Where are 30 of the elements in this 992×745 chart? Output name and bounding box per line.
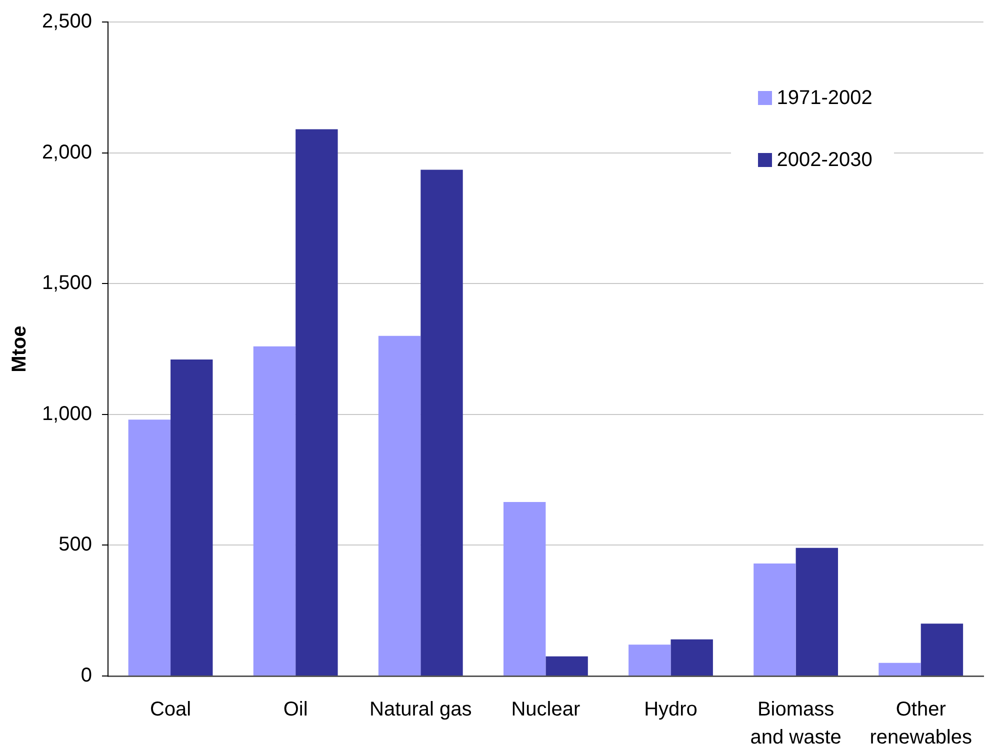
bar (754, 564, 796, 676)
x-tick-label: Hydro (644, 698, 698, 721)
y-tick-label: 2,500 (42, 10, 92, 33)
x-tick-label: Natural gas (369, 698, 472, 721)
bar (503, 502, 546, 676)
bar (128, 420, 171, 676)
y-axis-title: Mtoe (8, 326, 31, 372)
bar (670, 639, 713, 676)
bar (546, 656, 588, 676)
y-tick-label: 1,000 (42, 402, 92, 425)
legend-label: 2002-2030 (776, 149, 872, 171)
x-tick-label: Oil (283, 698, 308, 721)
y-tick-label: 0 (80, 664, 92, 687)
x-tick-label: Coal (150, 698, 192, 721)
x-tick-label: Biomass and waste (750, 698, 842, 745)
bar (796, 548, 838, 676)
y-tick-label: 1,500 (42, 272, 92, 294)
bar (878, 662, 921, 676)
bar (378, 336, 421, 676)
y-tick-label: 500 (58, 534, 92, 556)
x-tick-label: Other renewables (870, 698, 972, 745)
bar (170, 359, 213, 676)
bar (920, 624, 964, 676)
legend-label: 1971-2002 (776, 87, 872, 109)
x-tick-label: Nuclear (511, 698, 580, 721)
y-tick-label: 2,000 (42, 141, 92, 164)
bar (628, 644, 671, 676)
bar (253, 346, 296, 676)
bar (296, 129, 338, 676)
bar (420, 170, 463, 676)
